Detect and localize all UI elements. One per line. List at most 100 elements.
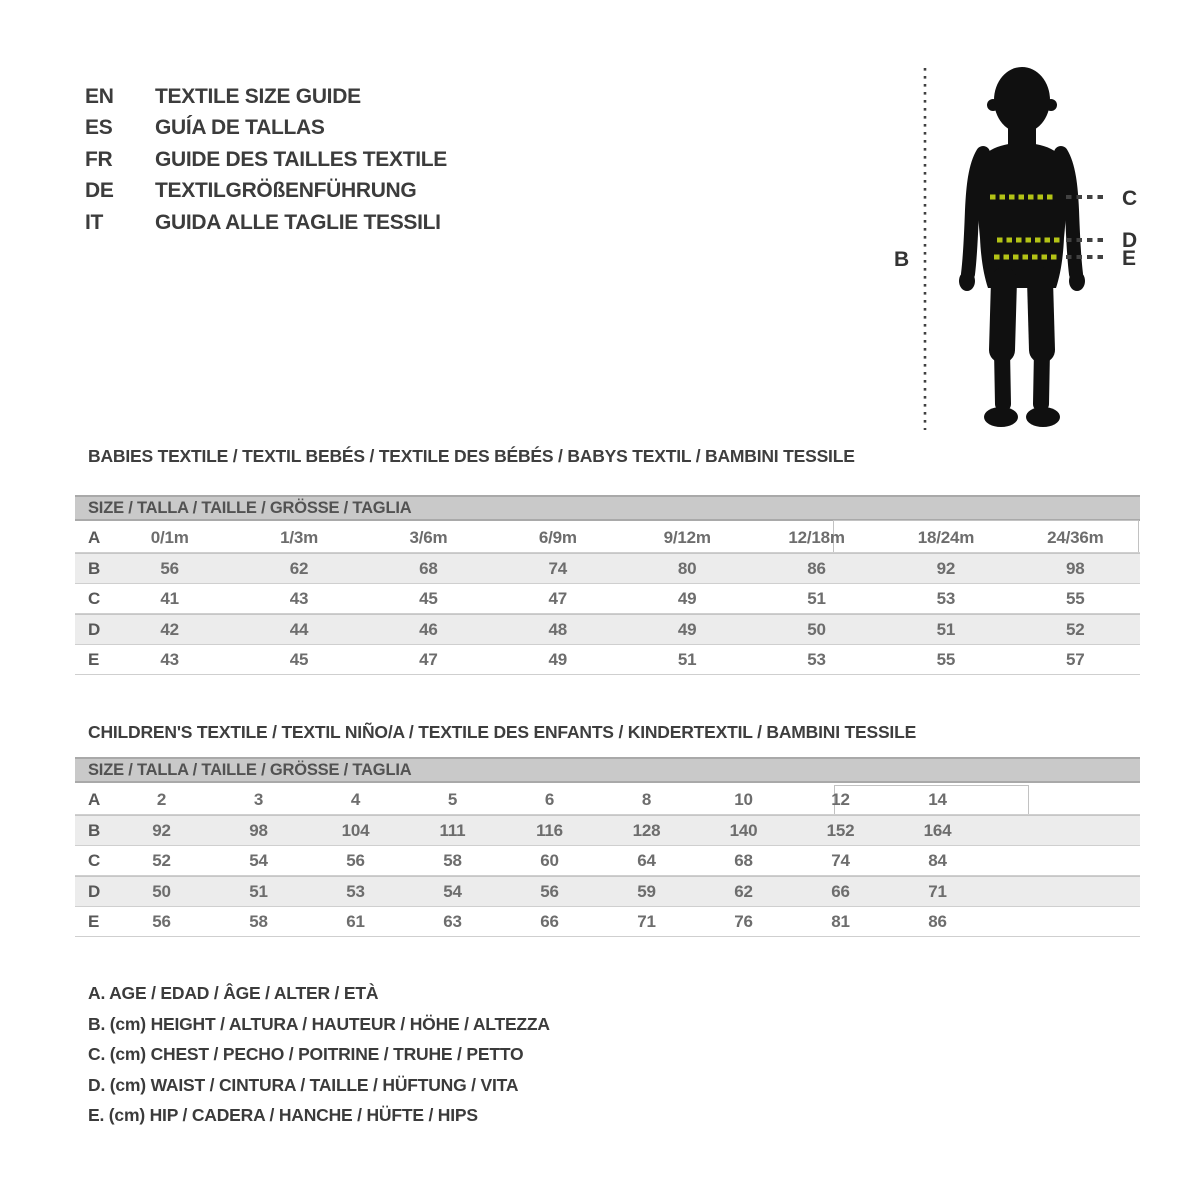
size-cell: 92 (152, 821, 171, 840)
table-row-e: E 56 58 61 63 66 71 76 81 86 (75, 907, 1140, 937)
row-label: E (88, 650, 100, 669)
row-label: D (88, 882, 101, 901)
language-list: EN TEXTILE SIZE GUIDE ES GUÍA DE TALLAS … (85, 81, 447, 238)
language-code: IT (85, 210, 104, 234)
size-cell: 84 (928, 851, 947, 870)
size-cell: 41 (160, 589, 179, 608)
legend-item-age: A. AGE / EDAD / ÂGE / ALTER / ETÀ (88, 983, 379, 1003)
size-cell: 60 (540, 851, 559, 870)
language-code: DE (85, 179, 114, 203)
language-code: FR (85, 147, 113, 171)
size-header-bar: SIZE / TALLA / TAILLE / GRÖSSE / TAGLIA (75, 495, 1140, 521)
size-cell: 54 (443, 882, 462, 901)
size-cell: 56 (152, 912, 171, 931)
size-cell: 58 (443, 851, 462, 870)
table-row-d: D 50 51 53 54 56 59 62 66 71 (75, 876, 1140, 907)
size-cell: 0/1m (150, 528, 189, 547)
size-header-bar: SIZE / TALLA / TAILLE / GRÖSSE / TAGLIA (75, 757, 1140, 783)
size-cell: 62 (734, 882, 753, 901)
babies-size-table: SIZE / TALLA / TAILLE / GRÖSSE / TAGLIA … (75, 495, 1140, 675)
row-label: B (88, 559, 101, 578)
size-cell: 76 (734, 912, 753, 931)
size-cell: 66 (540, 912, 559, 931)
measurement-legend: A. AGE / EDAD / ÂGE / ALTER / ETÀ B. (cm… (88, 978, 550, 1131)
size-cell: 62 (289, 559, 309, 578)
language-name: TEXTILGRÖßENFÜHRUNG (155, 179, 417, 203)
legend-item-height: B. (cm) HEIGHT / ALTURA / HAUTEUR / HÖHE… (88, 1013, 550, 1034)
legend-item-hip: E. (cm) HIP / CADERA / HANCHE / HÜFTE / … (88, 1105, 478, 1126)
size-cell: 74 (831, 851, 850, 870)
size-cell: 104 (341, 821, 370, 840)
size-cell: 66 (831, 882, 850, 901)
size-cell: 52 (1066, 620, 1085, 639)
row-label: B (88, 821, 101, 840)
size-cell: 9/12m (663, 528, 711, 547)
size-cell: 56 (346, 851, 365, 870)
table-row-c: C 52 54 56 58 60 64 68 74 84 (75, 846, 1140, 876)
size-cell: 5 (447, 790, 458, 809)
size-cell: 56 (160, 559, 179, 578)
row-label: A (88, 528, 101, 547)
label-c: C (1122, 187, 1137, 210)
size-cell: 54 (249, 851, 268, 870)
size-cell: 111 (439, 821, 466, 840)
size-cell: 86 (928, 912, 947, 931)
size-cell: 152 (826, 821, 855, 840)
size-cell: 45 (419, 589, 438, 608)
row-label: C (88, 851, 101, 870)
size-cell: 6 (544, 790, 555, 809)
size-cell: 128 (632, 821, 661, 840)
size-cell: 14 (928, 790, 947, 809)
child-silhouette-diagram: B C (894, 67, 1137, 430)
size-cell: 74 (548, 559, 568, 578)
size-cell: 68 (734, 851, 753, 870)
size-cell: 64 (637, 851, 656, 870)
size-cell: 53 (346, 882, 365, 901)
size-cell: 6/9m (538, 528, 577, 547)
language-name: GUÍA DE TALLAS (155, 116, 325, 140)
child-silhouette (959, 67, 1085, 427)
size-cell: 44 (289, 620, 309, 639)
size-cell: 140 (729, 821, 758, 840)
children-size-table: SIZE / TALLA / TAILLE / GRÖSSE / TAGLIA … (75, 757, 1140, 937)
size-cell: 47 (419, 650, 438, 669)
language-code: ES (85, 116, 113, 140)
size-cell: 45 (289, 650, 309, 669)
row-label: C (88, 589, 101, 608)
table-row-d: D 42 44 46 48 49 50 51 52 (75, 614, 1140, 645)
size-cell: 51 (249, 882, 268, 901)
size-cell: 51 (677, 650, 697, 669)
size-cell: 4 (350, 790, 361, 809)
size-cell: 71 (928, 882, 947, 901)
size-cell: 8 (641, 790, 652, 809)
size-cell: 49 (677, 620, 697, 639)
size-cell: 98 (249, 821, 268, 840)
row-label: D (88, 620, 101, 639)
size-cell: 53 (936, 589, 956, 608)
size-cell: 57 (1066, 650, 1085, 669)
table-row-b: B 92 98 104 111 116 128 140 152 164 (75, 815, 1140, 846)
size-cell: 49 (548, 650, 568, 669)
size-cell: 55 (936, 650, 956, 669)
size-cell: 43 (160, 650, 179, 669)
size-cell: 51 (807, 589, 826, 608)
size-cell: 80 (677, 559, 697, 578)
size-cell: 1/3m (280, 528, 319, 547)
size-cell: 56 (540, 882, 559, 901)
size-cell: 10 (734, 790, 753, 809)
row-label: E (88, 912, 100, 931)
size-cell: 92 (936, 559, 956, 578)
label-e: E (1122, 247, 1136, 270)
babies-section-heading: BABIES TEXTILE / TEXTIL BEBÉS / TEXTILE … (88, 446, 855, 466)
size-cell: 49 (677, 589, 697, 608)
size-cell: 42 (160, 620, 179, 639)
size-cell: 55 (1066, 589, 1085, 608)
measurement-figure: B C (880, 48, 1160, 448)
table-row-b: B 56 62 68 74 80 86 92 98 (75, 553, 1140, 584)
size-cell: 71 (637, 912, 656, 931)
language-name: GUIDA ALLE TAGLIE TESSILI (155, 210, 441, 234)
label-b: B (894, 248, 909, 271)
language-name: GUIDE DES TAILLES TEXTILE (155, 147, 447, 171)
size-cell: 58 (249, 912, 268, 931)
